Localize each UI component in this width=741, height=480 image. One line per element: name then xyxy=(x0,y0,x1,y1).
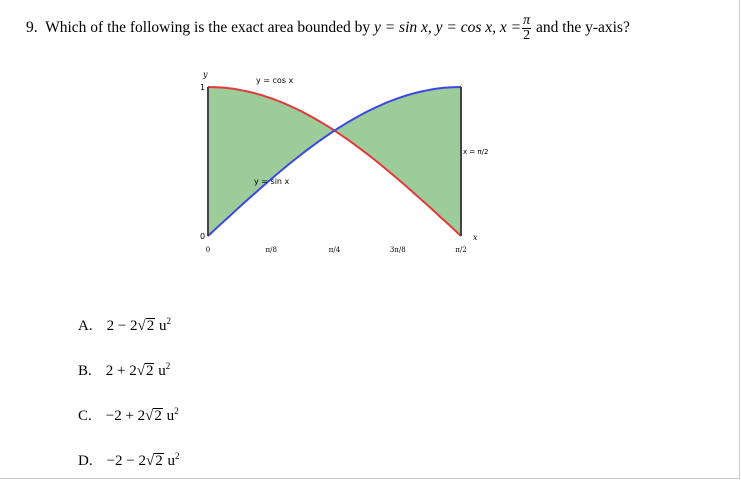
option-letter: B. xyxy=(78,363,92,379)
x-tick-3: 3π/8 xyxy=(390,246,406,254)
x-axis-label: x xyxy=(473,233,478,242)
sin-curve xyxy=(207,86,462,237)
y-tick-0: 0 xyxy=(200,232,205,241)
eq-cos: y = cos x, xyxy=(435,19,497,37)
x-tick-group: 0 π/8 π/4 3π/8 π/2 xyxy=(206,246,467,254)
x-tick-1: π/8 xyxy=(266,246,277,254)
option-value: 2 − 2√2 u2 xyxy=(106,316,172,334)
option-value: −2 + 2√2 u2 xyxy=(105,406,179,424)
x-tick-2: π/4 xyxy=(329,246,341,254)
option-letter: A. xyxy=(78,318,93,334)
x-tick-4: π/2 xyxy=(455,246,466,254)
question-suffix: and the y-axis? xyxy=(536,19,630,37)
cos-label: y = cos x xyxy=(256,76,294,85)
option-value: 2 + 2√2 u2 xyxy=(105,361,171,379)
x-tick-0: 0 xyxy=(206,246,210,254)
option-c[interactable]: C. −2 + 2√2 u2 xyxy=(78,406,179,425)
sin-label: y = sin x xyxy=(254,177,290,186)
y-tick-1: 1 xyxy=(200,83,205,92)
option-value: −2 − 2√2 u2 xyxy=(106,451,180,469)
vline-label: x = π/2 xyxy=(463,148,488,156)
region-right xyxy=(334,87,461,236)
option-letter: D. xyxy=(78,453,93,469)
y-axis-label: y xyxy=(202,70,208,79)
question-text: 9. Which of the following is the exact a… xyxy=(26,14,630,43)
option-d[interactable]: D. −2 − 2√2 u2 xyxy=(78,451,180,470)
question-number: 9. xyxy=(26,19,38,37)
area-chart: 0 π/8 π/4 3π/8 π/2 0 1 y x y = cos x y = sin… xyxy=(200,70,488,254)
eq-x: x = xyxy=(499,19,522,37)
eq-sin: y = sin x, xyxy=(373,19,432,37)
option-letter: C. xyxy=(78,408,92,424)
region-left xyxy=(208,87,335,236)
option-a[interactable]: A. 2 − 2√2 u2 xyxy=(78,316,171,335)
question-prefix: Which of the following is the exact area… xyxy=(45,19,371,37)
option-b[interactable]: B. 2 + 2√2 u2 xyxy=(78,361,170,380)
